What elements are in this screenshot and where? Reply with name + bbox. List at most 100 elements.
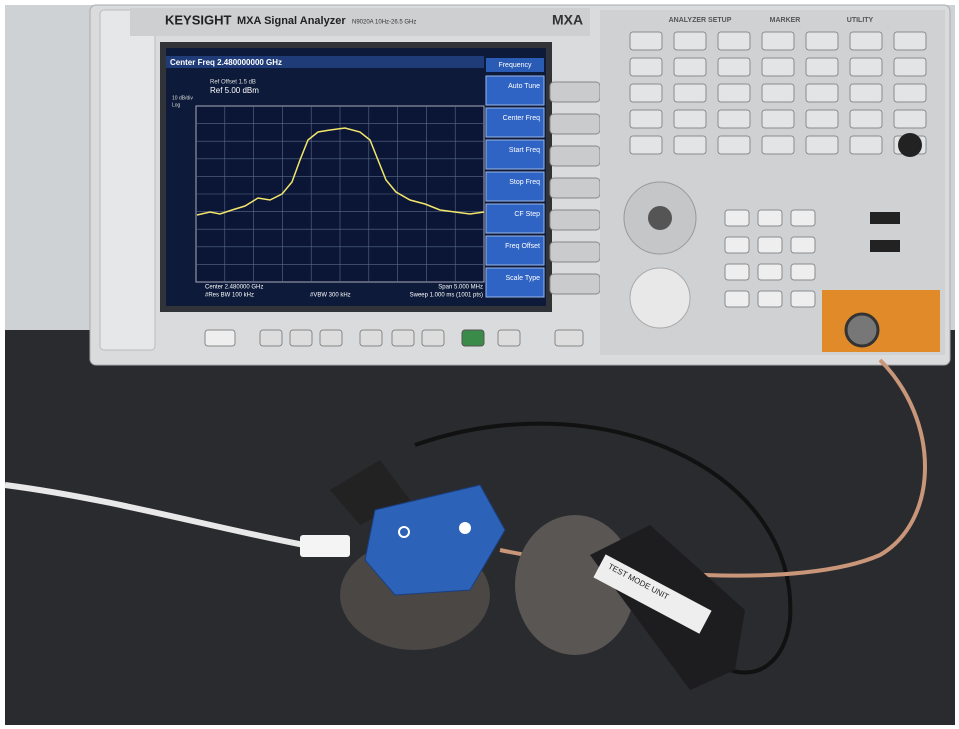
key: [805, 31, 839, 51]
key: [757, 236, 783, 254]
usb-port: [870, 212, 900, 224]
key: [673, 109, 707, 129]
key: [893, 57, 927, 77]
led-ring: [398, 526, 410, 538]
key: [724, 236, 750, 254]
button: [497, 329, 521, 347]
softkey-button: [549, 113, 601, 135]
softkey: [485, 171, 545, 202]
softkey: [485, 107, 545, 138]
key: [717, 83, 751, 103]
button: [421, 329, 445, 347]
usb-port: [870, 240, 900, 252]
key: [893, 31, 927, 51]
softkey-label: Stop Freq: [509, 179, 540, 186]
key: [629, 31, 663, 51]
headset-module: [364, 484, 506, 596]
screen-header: Center Freq 2.480000000 GHz: [170, 58, 282, 67]
section-label: UTILITY: [847, 17, 874, 24]
key: [849, 135, 883, 155]
softkey-title: Frequency: [498, 62, 532, 69]
softkey-button: [549, 241, 601, 263]
key: [849, 57, 883, 77]
usb-plug: [300, 535, 350, 557]
softkey: [485, 235, 545, 266]
key: [673, 31, 707, 51]
key: [805, 135, 839, 155]
key: [761, 31, 795, 51]
softkey-label: CF Step: [514, 211, 540, 218]
key: [757, 290, 783, 308]
range: N9020A 10Hz-26.5 GHz: [352, 20, 416, 26]
key: [761, 135, 795, 155]
button: [259, 329, 283, 347]
button: [391, 329, 415, 347]
softkey-button: [549, 81, 601, 103]
key: [673, 135, 707, 155]
keypad: [629, 31, 927, 308]
key: [724, 209, 750, 227]
key: [790, 263, 816, 281]
key: [849, 83, 883, 103]
button-dot: [459, 522, 471, 534]
key: [790, 290, 816, 308]
ref-offset: Ref Offset 1.5 dB: [210, 80, 256, 86]
key: [761, 57, 795, 77]
softkey-button: [549, 145, 601, 167]
key: [761, 109, 795, 129]
rf-connector: [844, 312, 880, 348]
headset-cable: [414, 421, 793, 675]
key: [629, 135, 663, 155]
scale: 10 dB/div: [172, 95, 193, 101]
key: [629, 57, 663, 77]
footer-vbw: #VBW 300 kHz: [310, 293, 351, 299]
softkey: [485, 75, 545, 106]
footer-span: Span 5.000 MHz: [438, 285, 483, 291]
softkey: [485, 139, 545, 170]
button: [359, 329, 383, 347]
key: [717, 109, 751, 129]
footer-sweep: Sweep 1.000 ms (1001 pts): [410, 293, 483, 299]
key: [757, 209, 783, 227]
key: [893, 109, 927, 129]
key: [717, 31, 751, 51]
probe-port: [898, 133, 922, 157]
side-handle: [99, 9, 156, 351]
key: [790, 236, 816, 254]
ref-level: Ref 5.00 dBm: [210, 86, 259, 95]
footer-center: Center 2.480000 GHz: [205, 285, 263, 291]
softkey-label: Center Freq: [503, 115, 540, 122]
spectrum-trace: [196, 127, 485, 216]
softkey: [485, 267, 545, 298]
header-bar: [166, 56, 484, 68]
key: [724, 263, 750, 281]
softkey-label: Scale Type: [505, 275, 540, 282]
grid: [195, 105, 485, 283]
softkey-label: Freq Offset: [505, 243, 540, 250]
softkey-label: Start Freq: [509, 147, 540, 154]
scale-type: Log: [172, 102, 181, 108]
softkey-label: Auto Tune: [508, 83, 540, 90]
power-button: [204, 329, 236, 347]
button: [554, 329, 584, 347]
key: [805, 109, 839, 129]
key: [757, 263, 783, 281]
key: [629, 83, 663, 103]
section-label: MARKER: [770, 17, 801, 24]
usb-cable: [4, 482, 321, 551]
nav-enter: [648, 206, 672, 230]
softkey-title-bg: [486, 58, 544, 72]
softkey-button: [549, 177, 601, 199]
model: MXA Signal Analyzer: [237, 15, 346, 27]
key: [849, 109, 883, 129]
key: [717, 57, 751, 77]
badge: MXA: [552, 12, 583, 28]
rf-input-plate: [822, 290, 940, 352]
knob: [629, 267, 691, 329]
softkey: [485, 203, 545, 234]
key: [893, 83, 927, 103]
button: [289, 329, 313, 347]
section-label: ANALYZER SETUP: [669, 17, 732, 24]
key: [805, 83, 839, 103]
